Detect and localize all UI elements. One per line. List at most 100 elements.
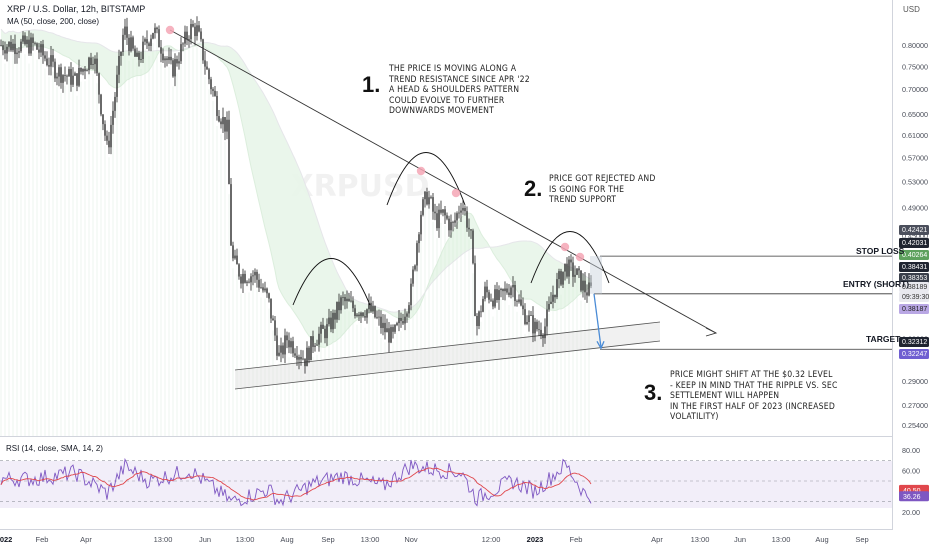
price-tag-bg: [899, 304, 929, 314]
candle-body: [150, 38, 152, 46]
candle-body: [22, 35, 24, 42]
candle: [490, 293, 492, 302]
price-tag-text: 0.38189: [902, 284, 927, 291]
candle-body: [554, 294, 556, 298]
price-tag-text: 0.42421: [902, 227, 927, 234]
candle-body: [82, 68, 84, 72]
annotation-2-number: 2.: [524, 176, 543, 201]
rsi-value-tag-text: 36.26: [903, 494, 921, 501]
candle-body: [238, 264, 240, 277]
candle: [560, 268, 562, 287]
candle: [104, 120, 106, 142]
price-tag-text: 0.32312: [902, 339, 927, 346]
candle-body: [384, 322, 386, 333]
candle-body: [508, 292, 510, 296]
candle-body: [432, 197, 434, 212]
candle-body: [254, 271, 256, 276]
candle: [444, 206, 446, 225]
price-tag: 0.38353: [899, 273, 929, 283]
price-tag-text: 0.38353: [902, 275, 927, 282]
candle: [420, 210, 422, 241]
candle: [528, 310, 530, 332]
candle: [348, 292, 350, 302]
candle-body: [332, 312, 334, 330]
candle-body: [326, 324, 328, 339]
candle-body: [28, 39, 30, 54]
candle: [372, 300, 374, 314]
candle-body: [356, 314, 358, 317]
candle-body: [246, 281, 248, 283]
candle: [74, 71, 76, 77]
candle-body: [500, 288, 502, 291]
candle: [34, 41, 36, 46]
candle-body: [72, 75, 74, 85]
annotation-2-text: PRICE GOT REJECTED AND IS GOING FOR THE …: [549, 174, 656, 205]
candle: [448, 215, 450, 237]
candle-body: [60, 67, 62, 83]
candle: [484, 281, 486, 302]
candle: [204, 50, 206, 75]
symbol-legend: XRP / U.S. Dollar, 12h, BITSTAMP: [7, 4, 146, 14]
candle: [130, 30, 132, 53]
candle: [540, 322, 542, 340]
candle: [110, 115, 112, 155]
candle-body: [274, 320, 276, 336]
candle: [530, 310, 532, 317]
candle-body: [394, 324, 396, 332]
candle: [494, 284, 496, 309]
candle-body: [386, 328, 388, 333]
candle: [376, 310, 378, 320]
candle: [430, 195, 432, 200]
candle: [78, 59, 80, 88]
candle-body: [214, 90, 216, 96]
candle: [452, 220, 454, 232]
candle-body: [50, 55, 52, 67]
candle-body: [328, 317, 330, 325]
candle: [64, 66, 66, 82]
candle: [250, 273, 252, 291]
candle-body: [434, 211, 436, 214]
candle-body: [446, 215, 448, 219]
candle-body: [320, 324, 322, 334]
candle: [112, 101, 114, 134]
candle: [542, 333, 544, 347]
ma-cloud: [0, 28, 592, 348]
candle: [584, 272, 586, 300]
candle: [144, 37, 146, 46]
rejection-marker: [416, 166, 426, 176]
candle-body: [52, 55, 54, 62]
candle: [264, 281, 266, 293]
candle: [564, 263, 566, 281]
candle: [498, 285, 500, 310]
candle-body: [560, 271, 562, 285]
candle-body: [8, 41, 10, 47]
candle-body: [184, 31, 186, 44]
price-tag-bg: [899, 238, 929, 248]
candle: [534, 317, 536, 342]
candle: [68, 66, 70, 77]
candle: [318, 326, 320, 352]
candle: [108, 131, 110, 154]
candle-body: [98, 73, 100, 95]
candle-body: [278, 352, 280, 356]
candle: [304, 358, 306, 374]
candle-body: [70, 69, 72, 85]
rsi-tick-label: 60.00: [902, 467, 920, 476]
background-columns: [0, 35, 590, 436]
candle-body: [218, 116, 220, 122]
candle-body: [336, 301, 338, 320]
candle-body: [20, 41, 22, 52]
candle: [566, 257, 568, 279]
candle-body: [442, 209, 444, 213]
price-tag-bg: [899, 250, 929, 260]
candle-body: [586, 292, 588, 296]
candle: [510, 285, 512, 299]
rsi-tick-label: 20.00: [902, 508, 920, 517]
candle: [500, 287, 502, 298]
candle: [132, 35, 134, 51]
candle-body: [530, 315, 532, 317]
price-tag: 09:39:30: [899, 292, 929, 302]
candle: [582, 273, 584, 298]
candle-body: [198, 25, 200, 32]
